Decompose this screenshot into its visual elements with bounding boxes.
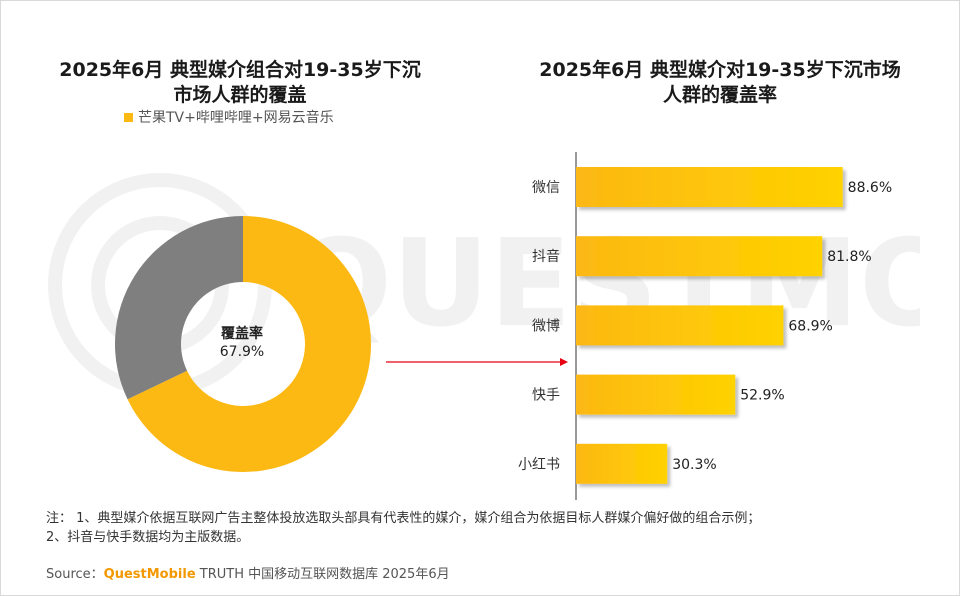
footnotes: 注： 1、典型媒介依据互联网广告主整体投放选取头部具有代表性的媒介，媒介组合为依… xyxy=(46,509,760,547)
source-prefix: Source： xyxy=(46,567,104,582)
category-label: 快手 xyxy=(532,388,560,404)
value-label: 81.8% xyxy=(827,249,871,265)
left-title-line1: 2025年6月 典型媒介组合对19-35岁下沉 xyxy=(59,59,421,81)
donut-slice-coverage xyxy=(127,216,371,472)
source-line: Source：QuestMobile TRUTH 中国移动互联网数据库 2025… xyxy=(46,563,450,582)
source-rest: TRUTH 中国移动互联网数据库 2025年6月 xyxy=(195,567,450,582)
donut-slice-remainder xyxy=(115,216,243,400)
right-chart-title: 2025年6月 典型媒介对19-35岁下沉市场 人群的覆盖率 xyxy=(510,58,930,108)
left-title-line2: 市场人群的覆盖 xyxy=(173,84,307,106)
donut-center-title: 覆盖率 xyxy=(221,326,263,342)
donut-center-value: 67.9% xyxy=(219,344,265,360)
arrow-head xyxy=(560,358,568,366)
value-label: 52.9% xyxy=(740,388,784,404)
donut-center-label: 覆盖率 67.9% xyxy=(190,325,294,361)
bar xyxy=(576,374,736,415)
category-label: 微信 xyxy=(532,180,560,196)
right-title-line2: 人群的覆盖率 xyxy=(662,84,777,106)
bar xyxy=(576,236,823,277)
right-title-line1: 2025年6月 典型媒介对19-35岁下沉市场 xyxy=(539,59,901,81)
donut-legend: 芒果TV+哔哩哔哩+网易云音乐 xyxy=(124,107,334,127)
value-label: 88.6% xyxy=(848,180,892,196)
value-label: 68.9% xyxy=(788,318,832,334)
left-chart-title: 2025年6月 典型媒介组合对19-35岁下沉 市场人群的覆盖 xyxy=(30,58,450,108)
footnote-1: 注： 1、典型媒介依据互联网广告主整体投放选取头部具有代表性的媒介，媒介组合为依… xyxy=(46,511,761,526)
source-brand: QuestMobile xyxy=(103,567,196,582)
value-label: 30.3% xyxy=(672,457,716,473)
legend-swatch xyxy=(124,112,133,122)
category-label: 小红书 xyxy=(518,457,560,473)
footnote-2: 2、抖音与快手数据均为主版数据。 xyxy=(46,530,250,545)
bar xyxy=(576,167,843,207)
bar xyxy=(576,443,668,484)
category-label: 抖音 xyxy=(532,248,560,265)
category-label: 微博 xyxy=(532,317,560,334)
legend-label: 芒果TV+哔哩哔哩+网易云音乐 xyxy=(138,110,334,126)
bar xyxy=(576,305,784,346)
